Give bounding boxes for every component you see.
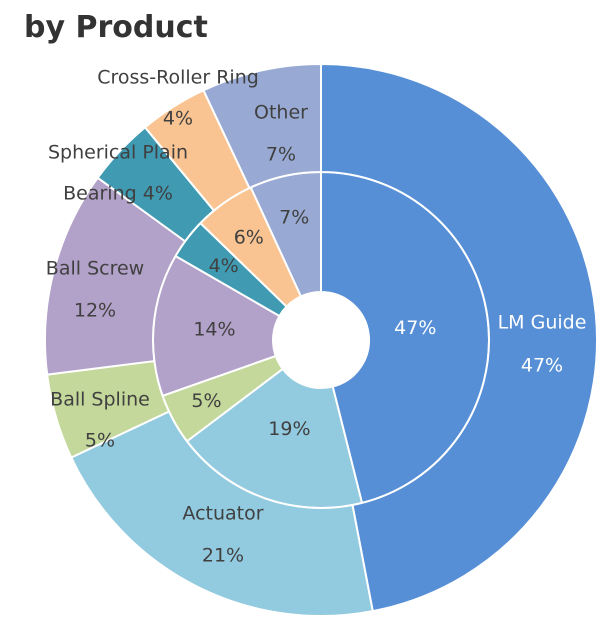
inner-value-label: 5% [191, 390, 221, 412]
outer-slice-actuator [69, 410, 374, 617]
outer-label-line: 21% [202, 545, 244, 567]
outer-label-line: Cross-Roller Ring [97, 67, 259, 89]
outer-label-line: Ball Screw [46, 258, 144, 280]
inner-value-label: 14% [193, 319, 235, 341]
outer-label-line: Bearing 4% [63, 183, 173, 205]
outer-label-line: Other [254, 102, 308, 124]
inner-value-label: 19% [268, 418, 310, 440]
outer-label-line: 12% [74, 300, 116, 322]
outer-slice-other [202, 62, 322, 190]
inner-value-label: 7% [279, 206, 309, 228]
outer-label-line: Spherical Plain [48, 142, 188, 164]
outer-label-line: Actuator [182, 503, 263, 525]
outer-label-line: 4% [163, 108, 193, 130]
outer-slice-lm-guide [320, 62, 598, 613]
chart-title: by Product [24, 10, 208, 45]
inner-value-label: 47% [394, 317, 436, 339]
outer-label-line: 5% [85, 430, 115, 452]
outer-label-line: 7% [266, 144, 296, 166]
inner-value-label: 4% [209, 255, 239, 277]
outer-label-line: LM Guide [498, 312, 587, 334]
outer-label-line: 47% [521, 355, 563, 377]
outer-label-line: Ball Spline [50, 389, 150, 411]
inner-value-label: 6% [234, 226, 264, 248]
